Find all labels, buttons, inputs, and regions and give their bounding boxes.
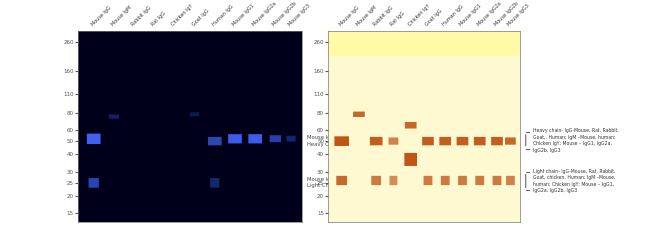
FancyBboxPatch shape bbox=[474, 137, 486, 145]
FancyBboxPatch shape bbox=[370, 137, 382, 145]
FancyBboxPatch shape bbox=[208, 137, 222, 145]
Text: Mouse IgG
Light Chain: Mouse IgG Light Chain bbox=[307, 177, 337, 188]
Text: Mouse IgG
Heavy Chain: Mouse IgG Heavy Chain bbox=[307, 135, 340, 147]
Text: Light chain- IgG-Mouse, Rat, Rabbit,
Goat, chicken, Human; IgM –Mouse,
human; Ch: Light chain- IgG-Mouse, Rat, Rabbit, Goa… bbox=[534, 169, 616, 193]
Text: 110: 110 bbox=[381, 91, 391, 96]
Text: Mouse IgG2a: Mouse IgG2a bbox=[476, 1, 502, 27]
FancyBboxPatch shape bbox=[458, 176, 467, 185]
Text: 50: 50 bbox=[381, 138, 388, 144]
FancyBboxPatch shape bbox=[88, 178, 99, 188]
FancyBboxPatch shape bbox=[287, 136, 296, 142]
Text: Mouse IgG: Mouse IgG bbox=[90, 6, 112, 27]
Text: Mouse IgM: Mouse IgM bbox=[111, 5, 133, 27]
FancyBboxPatch shape bbox=[404, 153, 417, 166]
Text: 160: 160 bbox=[381, 68, 391, 73]
FancyBboxPatch shape bbox=[87, 134, 101, 144]
Text: 60: 60 bbox=[381, 127, 388, 132]
FancyBboxPatch shape bbox=[336, 176, 347, 185]
FancyBboxPatch shape bbox=[270, 135, 281, 142]
FancyBboxPatch shape bbox=[353, 112, 365, 117]
Text: 20: 20 bbox=[381, 194, 388, 198]
Text: Goat IgG: Goat IgG bbox=[191, 9, 210, 27]
FancyBboxPatch shape bbox=[457, 137, 468, 145]
FancyBboxPatch shape bbox=[210, 178, 220, 188]
FancyBboxPatch shape bbox=[475, 176, 484, 185]
FancyBboxPatch shape bbox=[334, 136, 349, 146]
Text: Chicken IgY: Chicken IgY bbox=[407, 4, 431, 27]
Text: 30: 30 bbox=[381, 169, 388, 174]
FancyBboxPatch shape bbox=[441, 176, 450, 185]
Text: 15: 15 bbox=[381, 211, 388, 216]
Text: Mouse IgG: Mouse IgG bbox=[338, 6, 360, 27]
FancyBboxPatch shape bbox=[405, 122, 417, 128]
Text: Chicken IgY: Chicken IgY bbox=[171, 4, 194, 27]
FancyBboxPatch shape bbox=[228, 134, 242, 144]
FancyBboxPatch shape bbox=[439, 137, 451, 145]
Text: Mouse IgG3: Mouse IgG3 bbox=[287, 3, 311, 27]
Text: Human IgG: Human IgG bbox=[442, 4, 465, 27]
Bar bbox=[328, 31, 520, 56]
Text: Human IgG: Human IgG bbox=[211, 4, 235, 27]
Text: Rabbit IgG: Rabbit IgG bbox=[131, 6, 152, 27]
FancyBboxPatch shape bbox=[389, 138, 398, 145]
Text: Mouse IgG1: Mouse IgG1 bbox=[459, 3, 483, 27]
FancyBboxPatch shape bbox=[109, 114, 119, 119]
FancyBboxPatch shape bbox=[371, 176, 381, 185]
FancyBboxPatch shape bbox=[389, 176, 397, 185]
Text: 260: 260 bbox=[381, 39, 391, 44]
FancyBboxPatch shape bbox=[190, 112, 199, 116]
FancyBboxPatch shape bbox=[493, 176, 501, 185]
Text: Rat IgG: Rat IgG bbox=[390, 11, 406, 27]
Text: Heavy chain- IgG-Mouse, Rat, Rabbit,
Goat,, Human; IgM –Mouse, human;
Chicken Ig: Heavy chain- IgG-Mouse, Rat, Rabbit, Goa… bbox=[534, 128, 619, 153]
Text: Goat IgG: Goat IgG bbox=[424, 9, 443, 27]
FancyBboxPatch shape bbox=[248, 134, 262, 144]
Text: 40: 40 bbox=[381, 152, 388, 157]
Text: Mouse IgG3: Mouse IgG3 bbox=[507, 3, 531, 27]
Text: Mouse IgM: Mouse IgM bbox=[356, 5, 378, 27]
FancyBboxPatch shape bbox=[505, 138, 516, 145]
Text: Mouse IgG2b: Mouse IgG2b bbox=[272, 1, 298, 27]
Text: Mouse IgG2b: Mouse IgG2b bbox=[493, 1, 519, 27]
FancyBboxPatch shape bbox=[491, 137, 503, 145]
FancyBboxPatch shape bbox=[424, 176, 432, 185]
FancyBboxPatch shape bbox=[506, 176, 515, 185]
FancyBboxPatch shape bbox=[422, 137, 434, 145]
Text: 80: 80 bbox=[381, 110, 388, 115]
Text: Rat IgG: Rat IgG bbox=[151, 11, 167, 27]
Text: Mouse IgG1: Mouse IgG1 bbox=[231, 3, 255, 27]
Text: Mouse IgG2a: Mouse IgG2a bbox=[252, 1, 278, 27]
Text: Rabbit IgG: Rabbit IgG bbox=[372, 6, 395, 27]
